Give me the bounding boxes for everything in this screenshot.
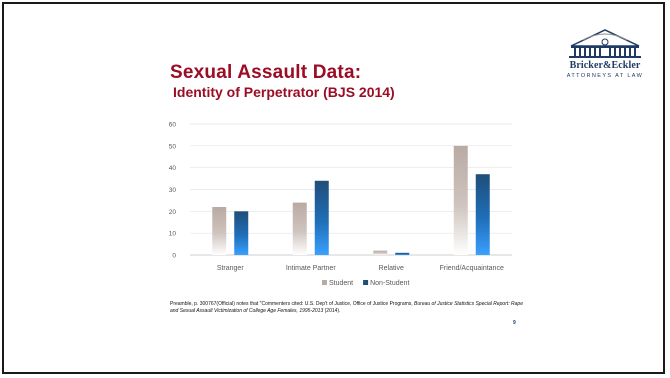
chart-legend: Student Non-Student [322, 280, 409, 287]
bar-student [292, 202, 307, 255]
slide-subtitle: Identity of Perpetrator (BJS 2014) [173, 84, 395, 100]
slide-title: Sexual Assault Data: [170, 62, 362, 83]
y-tick-label: 40 [169, 165, 177, 172]
x-tick-label: Stranger [217, 265, 245, 272]
y-tick-label: 10 [169, 231, 177, 238]
legend-label: Non-Student [370, 280, 409, 287]
bar-non-student [395, 252, 410, 255]
logo-tagline: ATTORNEYS AT LAW [566, 73, 644, 79]
courthouse-logo-icon [569, 29, 641, 58]
x-tick-label: Intimate Partner [286, 265, 336, 272]
legend-swatch [363, 280, 369, 285]
y-tick-label: 30 [169, 187, 177, 194]
slide-frame [2, 2, 665, 374]
y-tick-label: 20 [169, 209, 177, 216]
x-axis-labels: Stranger Intimate Partner Relative Friend/A… [217, 265, 504, 272]
footnote-year: (2014). [323, 308, 341, 314]
bar-student [373, 250, 388, 255]
y-tick-label: 0 [172, 253, 176, 260]
y-tick-label: 50 [169, 143, 177, 150]
bar-student [453, 145, 468, 255]
legend-label: Student [329, 280, 353, 287]
x-tick-label: Relative [379, 265, 404, 272]
page-number: 9 [513, 320, 516, 326]
legend-swatch [322, 280, 327, 285]
x-tick-label: Friend/Acquaintance [440, 265, 504, 272]
y-axis-ticks: 0 10 20 30 40 50 60 [169, 122, 177, 260]
chart-bars [212, 145, 490, 255]
footnote-report-title: Bureau of Justice Statistics Special Rep… [170, 301, 523, 314]
logo: Bricker&Eckler ATTORNEYS AT LAW [563, 28, 647, 90]
bar-non-student [475, 174, 490, 255]
source-footnote: Preamble, p. 300767(Official) notes that… [170, 301, 530, 315]
logo-name: Bricker&Eckler [569, 60, 641, 71]
bar-non-student [234, 211, 249, 255]
footnote-text: Preamble, p. 300767(Official) notes that… [170, 301, 415, 307]
bar-non-student [314, 180, 329, 255]
y-tick-label: 60 [169, 122, 177, 129]
bar-student [212, 206, 227, 255]
